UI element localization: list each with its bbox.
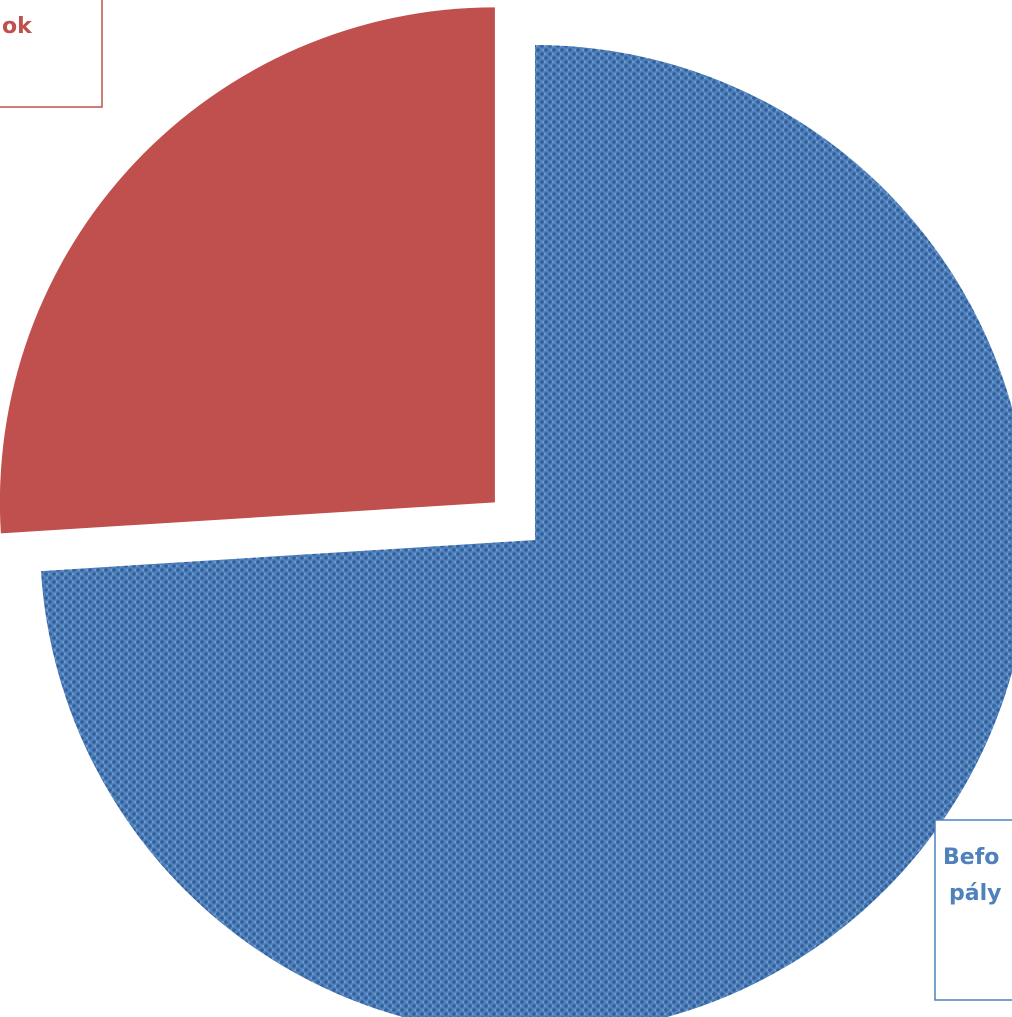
data-label: Befo <box>943 845 999 870</box>
label-box <box>934 819 1012 1001</box>
data-label: pály <box>949 881 1001 906</box>
pie-slice <box>40 45 1012 1017</box>
data-label: ok <box>2 14 33 39</box>
pie-slice <box>0 7 495 534</box>
label-box <box>0 0 103 108</box>
slices <box>0 7 1012 1017</box>
